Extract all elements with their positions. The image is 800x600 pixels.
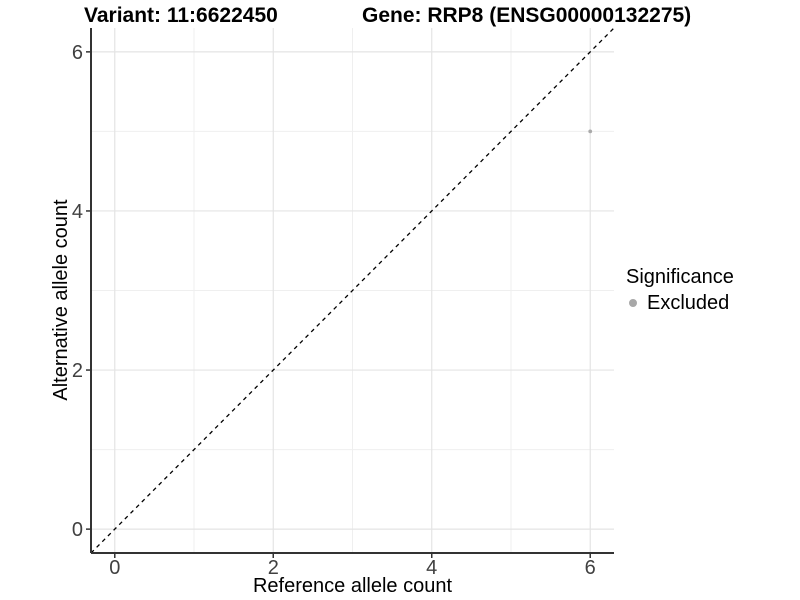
x-tick-label: 0 (109, 557, 120, 579)
identity-reference-line (90, 27, 615, 554)
y-tick-label: 4 (72, 201, 83, 223)
x-axis-title: Reference allele count (252, 575, 452, 597)
x-tick-label: 4 (426, 557, 437, 579)
y-tick-label: 2 (72, 360, 83, 382)
data-point (588, 129, 593, 134)
legend-point-swatch-icon (629, 299, 637, 307)
y-tick-label: 0 (72, 519, 83, 541)
legend-item-label: Excluded (647, 291, 730, 314)
x-tick-label: 2 (268, 557, 279, 579)
legend-item-excluded: Excluded (626, 290, 734, 316)
legend-title: Significance (626, 266, 734, 288)
y-axis-title: Alternative allele count (50, 199, 72, 401)
plot-title-gene: Gene: RRP8 (ENSG00000132275) (362, 4, 692, 27)
y-tick-label: 6 (72, 42, 83, 64)
x-tick-label: 6 (585, 557, 596, 579)
plot-title-variant: Variant: 11:6622450 (84, 4, 278, 27)
legend: Significance Excluded (626, 264, 734, 316)
